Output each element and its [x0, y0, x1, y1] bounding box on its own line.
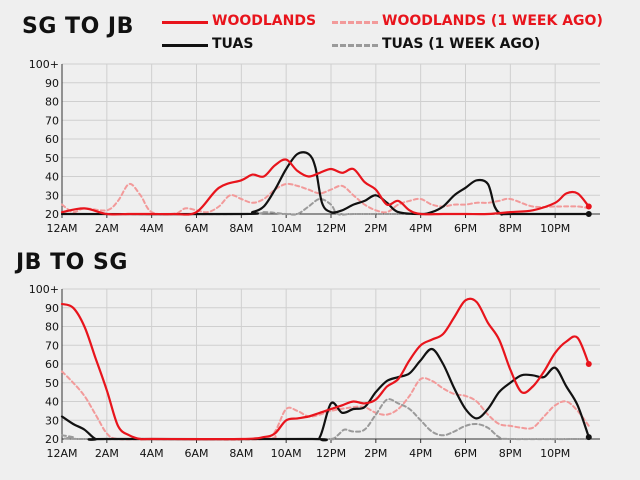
- end-dot-woodlands-sg-to-jb: [585, 203, 592, 210]
- end-dot-tuas-sg-to-jb: [585, 211, 592, 217]
- x-tick-label-sg-to-jb: 8AM: [229, 222, 253, 235]
- series-line-woodlands-1-week-ago-jb-to-sg: [61, 370, 590, 441]
- x-tick-label-jb-to-sg: 2AM: [95, 447, 119, 460]
- x-tick-label-jb-to-sg: 6AM: [184, 447, 208, 460]
- series-line-woodlands-sg-to-jb: [60, 158, 590, 216]
- chart-title-jb-to-sg: JB TO SG: [16, 250, 128, 275]
- y-tick-label-sg-to-jb: 50: [45, 152, 59, 165]
- legend-label-tuas: TUAS: [212, 36, 254, 52]
- series-line-tuas-1-week-ago-jb-to-sg: [61, 398, 590, 441]
- series-line-tuas-sg-to-jb: [60, 151, 590, 216]
- x-tick-label-sg-to-jb: 10PM: [540, 222, 570, 235]
- y-tick-label-jb-to-sg: 20: [45, 433, 59, 446]
- y-tick-label-jb-to-sg: 50: [45, 377, 59, 390]
- y-tick-label-jb-to-sg: 90: [45, 302, 59, 315]
- legend-label-tuas-1-week-ago: TUAS (1 WEEK AGO): [382, 36, 541, 52]
- y-tick-label-sg-to-jb: 90: [45, 77, 59, 90]
- x-tick-label-jb-to-sg: 2PM: [364, 447, 387, 460]
- x-tick-label-sg-to-jb: 6PM: [454, 222, 477, 235]
- x-tick-label-jb-to-sg: 6PM: [454, 447, 477, 460]
- y-tick-label-jb-to-sg: 40: [45, 396, 59, 409]
- legend-swatch-tuas: [162, 44, 208, 47]
- x-tick-label-jb-to-sg: 4AM: [140, 447, 164, 460]
- x-tick-label-jb-to-sg: 4PM: [409, 447, 432, 460]
- x-tick-label-jb-to-sg: 10AM: [271, 447, 302, 460]
- y-tick-label-sg-to-jb: 70: [45, 114, 59, 127]
- x-tick-label-jb-to-sg: 12PM: [316, 447, 346, 460]
- y-tick-label-jb-to-sg: 80: [45, 321, 59, 334]
- x-tick-label-sg-to-jb: 12AM: [46, 222, 77, 235]
- x-tick-label-sg-to-jb: 2AM: [95, 222, 119, 235]
- y-tick-label-sg-to-jb: 40: [45, 171, 59, 184]
- end-dot-tuas-jb-to-sg: [585, 434, 592, 441]
- legend-swatch-woodlands: [162, 21, 208, 24]
- end-dot-woodlands-jb-to-sg: [585, 361, 592, 367]
- x-tick-label-sg-to-jb: 4PM: [409, 222, 432, 235]
- y-tick-label-jb-to-sg: 60: [45, 358, 59, 371]
- y-tick-label-jb-to-sg: 100+: [29, 283, 59, 296]
- legend-swatch-tuas-1-week-ago: [332, 44, 378, 47]
- x-tick-label-jb-to-sg: 8AM: [229, 447, 253, 460]
- y-tick-label-jb-to-sg: 30: [45, 414, 59, 427]
- chart-title-sg-to-jb: SG TO JB: [22, 14, 134, 39]
- y-tick-label-sg-to-jb: 100+: [29, 58, 59, 71]
- y-tick-label-sg-to-jb: 20: [45, 208, 59, 221]
- x-tick-label-sg-to-jb: 8PM: [499, 222, 522, 235]
- y-tick-label-sg-to-jb: 30: [45, 189, 59, 202]
- x-tick-label-sg-to-jb: 10AM: [271, 222, 302, 235]
- x-tick-label-sg-to-jb: 4AM: [140, 222, 164, 235]
- y-tick-label-sg-to-jb: 60: [45, 133, 59, 146]
- legend-label-woodlands: WOODLANDS: [212, 13, 317, 29]
- y-tick-label-jb-to-sg: 70: [45, 339, 59, 352]
- y-tick-label-sg-to-jb: 80: [45, 96, 59, 109]
- legend-swatch-woodlands-1-week-ago: [332, 21, 378, 24]
- legend-label-woodlands-1-week-ago: WOODLANDS (1 WEEK AGO): [382, 13, 603, 29]
- x-tick-label-jb-to-sg: 10PM: [540, 447, 570, 460]
- x-tick-label-sg-to-jb: 2PM: [364, 222, 387, 235]
- x-tick-label-sg-to-jb: 12PM: [316, 222, 346, 235]
- series-line-woodlands-jb-to-sg: [60, 297, 590, 441]
- x-tick-label-jb-to-sg: 8PM: [499, 447, 522, 460]
- x-tick-label-jb-to-sg: 12AM: [46, 447, 77, 460]
- x-tick-label-sg-to-jb: 6AM: [184, 222, 208, 235]
